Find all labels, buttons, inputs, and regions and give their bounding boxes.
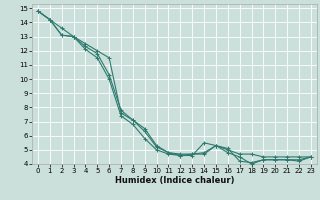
X-axis label: Humidex (Indice chaleur): Humidex (Indice chaleur): [115, 176, 234, 185]
